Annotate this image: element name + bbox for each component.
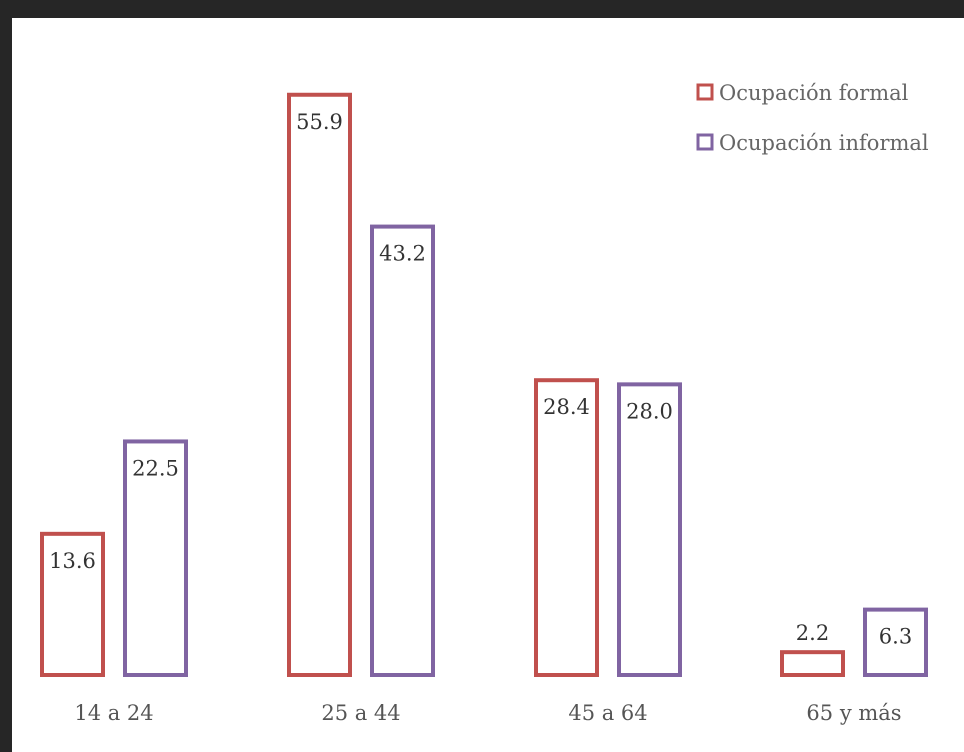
bars-group: 13.6 22.5 55.9 43.2 28.4 28.0 2.2 6.3	[40, 92, 928, 678]
legend-swatch-formal	[696, 83, 714, 101]
data-label: 13.6	[49, 549, 96, 573]
x-axis-ticks: 14 a 24 25 a 44 45 a 64 65 y más	[74, 701, 901, 725]
data-label: 2.2	[796, 621, 829, 645]
data-label: 22.5	[132, 456, 179, 480]
chart-panel: 13.6 22.5 55.9 43.2 28.4 28.0 2.2 6.3 14 a 24 25…	[12, 18, 964, 752]
legend-swatch-informal	[696, 133, 714, 151]
bar-informal-0	[123, 439, 188, 678]
legend-label: Ocupación informal	[719, 131, 929, 155]
x-tick-label: 45 a 64	[568, 701, 647, 725]
bar-informal-3	[863, 607, 928, 678]
bar-informal-1	[370, 224, 435, 677]
data-label: 43.2	[379, 242, 426, 266]
x-tick-label: 14 a 24	[74, 701, 153, 725]
bar-formal-3	[780, 650, 845, 678]
data-label: 28.0	[626, 399, 673, 423]
legend-label: Ocupación formal	[719, 81, 909, 105]
bar-informal-2	[617, 382, 682, 677]
bar-formal-0	[40, 531, 105, 677]
bar-chart: 13.6 22.5 55.9 43.2 28.4 28.0 2.2 6.3 14 a 24 25…	[40, 81, 929, 725]
x-tick-label: 25 a 44	[321, 701, 400, 725]
bar-formal-2	[534, 378, 599, 677]
data-label: 55.9	[296, 110, 343, 134]
x-tick-label: 65 y más	[806, 701, 901, 725]
bar-formal-1	[287, 92, 352, 678]
legend: Ocupación formal Ocupación informal	[696, 81, 929, 155]
data-label: 28.4	[543, 395, 590, 419]
data-label: 6.3	[879, 625, 912, 649]
